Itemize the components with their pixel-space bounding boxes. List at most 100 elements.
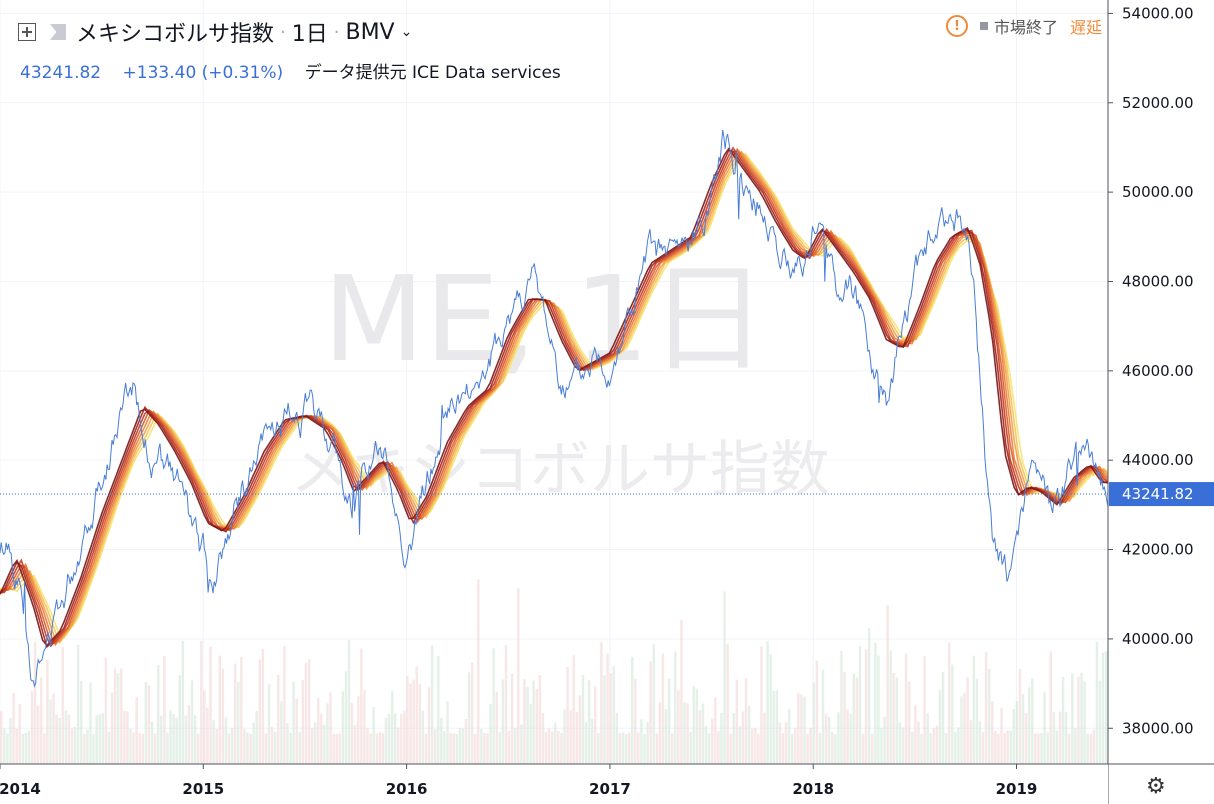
volume-bar — [723, 591, 726, 764]
volume-bar — [1037, 733, 1040, 764]
x-axis[interactable]: 2014 2015 2016 2017 2018 2019 — [0, 763, 1214, 804]
watermark-subtitle: メキシコボルサ指数 — [290, 435, 830, 505]
volume-bar — [606, 653, 609, 764]
volume-bar — [877, 655, 880, 764]
volume-bar — [193, 715, 197, 764]
volume-bar — [951, 664, 954, 764]
volume-bar — [144, 682, 148, 764]
volume-bar — [846, 709, 849, 764]
warning-icon[interactable]: ! — [945, 15, 968, 37]
volume-bar — [258, 659, 262, 764]
volume-bar — [200, 640, 203, 764]
volume-bar — [24, 732, 28, 764]
volume-bar — [744, 678, 748, 764]
volume-bar — [760, 646, 763, 764]
ma-line-6 — [0, 150, 1109, 642]
volume-bar — [849, 713, 852, 764]
volume-bar — [116, 673, 120, 764]
volume-bar — [403, 710, 406, 764]
volume-bar — [1024, 713, 1028, 764]
volume-bar — [840, 650, 843, 764]
volume-bar — [153, 733, 157, 764]
volume-bar — [963, 692, 966, 764]
volume-bar — [975, 678, 979, 764]
volume-bar — [523, 679, 526, 764]
volume-bar — [643, 733, 646, 764]
volume-bar — [1009, 730, 1012, 764]
volume-bar — [960, 696, 963, 764]
volume-bar — [510, 673, 514, 764]
volume-bar — [775, 690, 779, 764]
y-tick-label: 44000.00 — [1122, 451, 1194, 469]
volume-bar — [667, 678, 671, 764]
volume-bar — [526, 686, 529, 764]
compare-plus-icon[interactable] — [18, 23, 36, 41]
chevron-down-icon[interactable]: ⌄ — [400, 24, 413, 40]
volume-bar — [547, 728, 551, 764]
volume-bar — [369, 733, 372, 764]
volume-bar — [674, 651, 677, 764]
volume-bar — [110, 692, 114, 764]
volume-bar — [92, 733, 95, 764]
volume-bar — [858, 645, 862, 764]
volume-bar — [1031, 678, 1034, 764]
exchange-label[interactable]: BMV — [345, 19, 395, 45]
volume-bar — [994, 730, 997, 764]
volume-bar — [129, 728, 132, 764]
volume-bar — [80, 680, 83, 764]
volume-bar — [326, 703, 329, 764]
volume-bar — [267, 684, 271, 764]
volume-bar — [701, 703, 705, 764]
gear-icon[interactable]: ⚙ — [1146, 774, 1166, 799]
delay-label[interactable]: 遅延 — [1069, 18, 1102, 37]
last-price-badge-label: 43241.82 — [1122, 485, 1194, 503]
volume-bar — [126, 711, 129, 764]
volume-bar — [467, 672, 471, 764]
volume-bar — [926, 713, 929, 764]
volume-bar — [123, 710, 126, 764]
volume-bar — [664, 709, 668, 764]
volume-bar — [630, 656, 634, 764]
volume-bar — [1074, 728, 1077, 764]
volume-bar — [440, 717, 443, 764]
volume-bar — [594, 686, 597, 764]
volume-bar — [698, 709, 702, 764]
volume-bar — [240, 657, 243, 764]
volume-bar — [433, 729, 437, 764]
volume-bar — [944, 732, 948, 764]
volume-bar — [717, 731, 720, 764]
volume-bar — [809, 727, 812, 764]
volume-bar — [750, 728, 754, 764]
volume-bar — [366, 728, 369, 764]
volume-bar — [710, 718, 714, 764]
volume-bar — [787, 708, 791, 764]
volume-bar — [120, 668, 123, 764]
volume-bar — [301, 680, 305, 764]
volume-bar — [932, 728, 936, 764]
y-tick-label: 42000.00 — [1122, 541, 1194, 559]
volume-bar — [138, 732, 141, 764]
volume-bar — [695, 688, 699, 764]
volume-bar — [997, 733, 1000, 764]
volume-bar — [778, 722, 782, 764]
y-axis[interactable]: 38000.00 40000.00 42000.00 44000.00 46000.00… — [1107, 0, 1214, 804]
volume-bar — [338, 733, 342, 764]
volume-bar — [36, 705, 40, 764]
y-tick-label: 54000.00 — [1122, 4, 1194, 22]
volume-bar — [196, 733, 200, 764]
symbol-name[interactable]: メキシコボルサ指数 — [76, 22, 275, 47]
volume-bar — [707, 733, 711, 764]
ma-line-1 — [0, 147, 1108, 647]
interval-label[interactable]: 1日 — [291, 22, 328, 47]
y-tick-label: 38000.00 — [1122, 719, 1194, 737]
volume-bar — [344, 671, 348, 764]
volume-bar — [683, 702, 686, 764]
volume-bar — [538, 675, 542, 764]
y-tick-label: 48000.00 — [1122, 272, 1194, 290]
volume-bar — [169, 710, 172, 764]
volume-bar — [320, 713, 323, 764]
volume-bar — [113, 668, 117, 764]
volume-bar — [560, 733, 563, 764]
volume-bar — [914, 705, 917, 764]
